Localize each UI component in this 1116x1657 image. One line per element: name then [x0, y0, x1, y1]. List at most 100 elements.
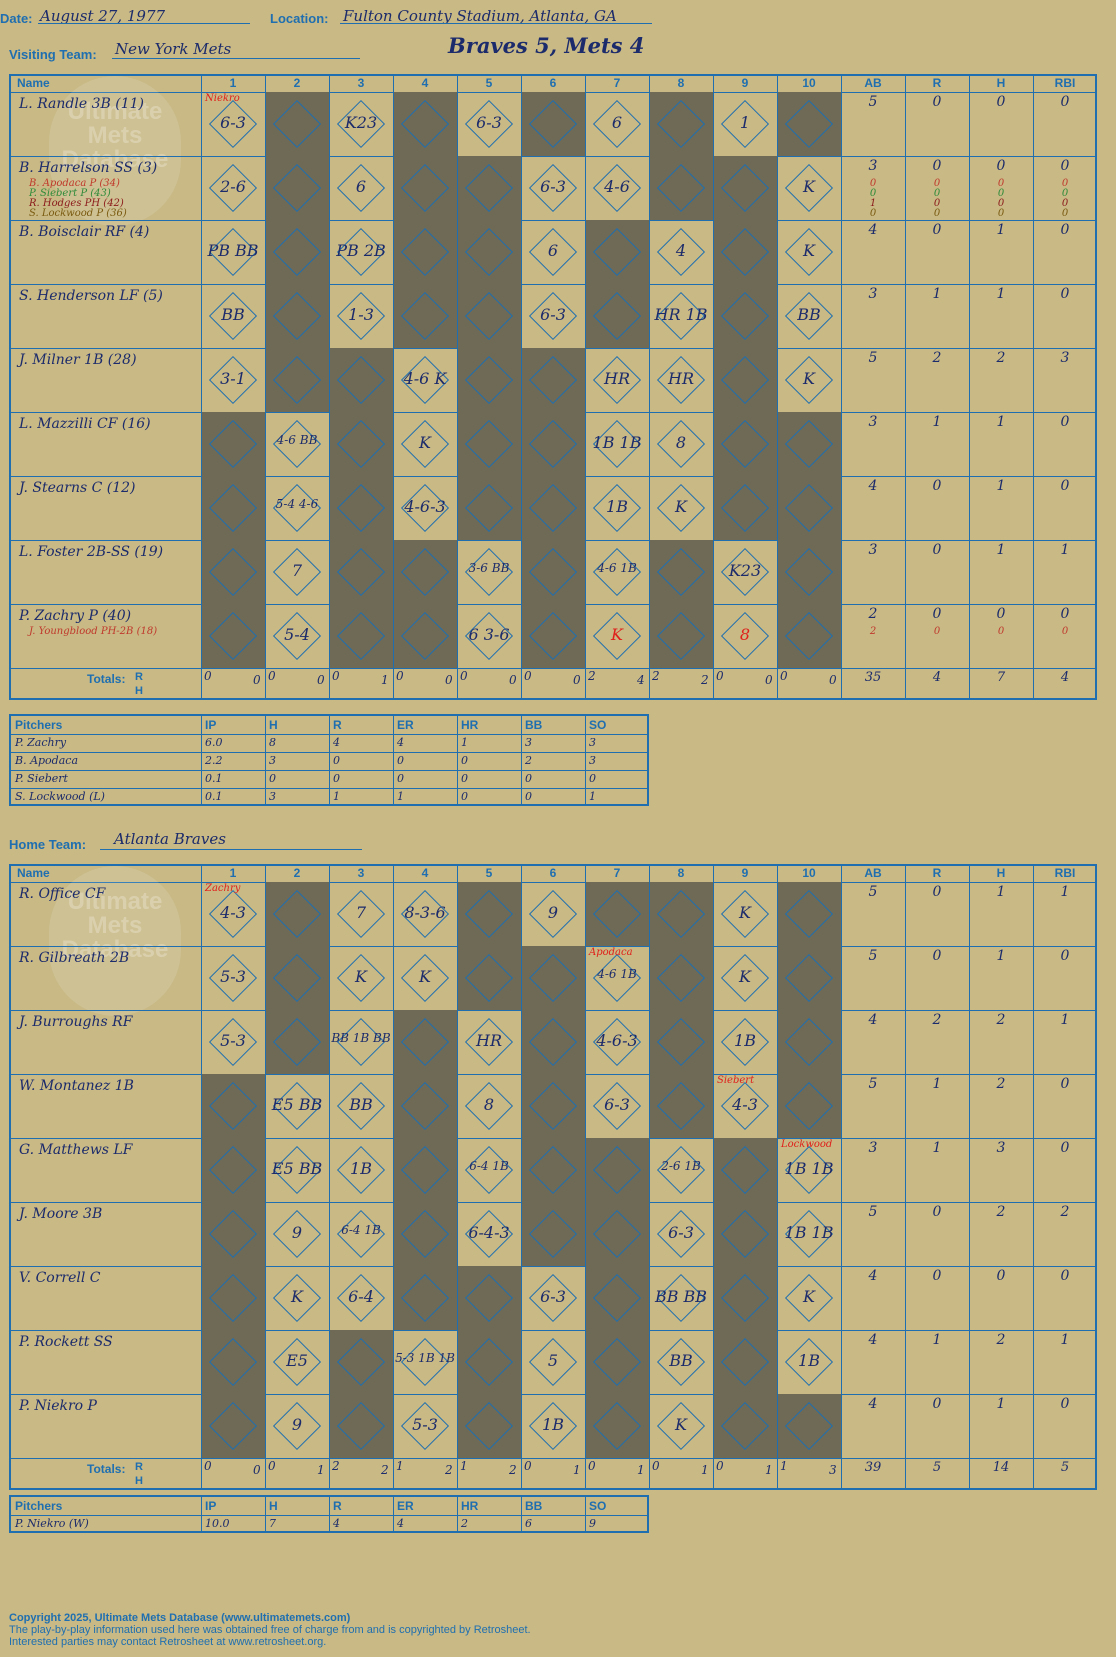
visitors-substitute-stat: 0 [997, 208, 1005, 219]
visitors-row-4-inning-1: BB [201, 284, 265, 348]
visitors-stat-h: 0 [996, 94, 1006, 110]
base-diamond-icon [784, 1401, 834, 1451]
home-stat-ab: 5 [868, 948, 878, 964]
base-diamond-icon [656, 889, 706, 939]
home-play: K [739, 903, 751, 922]
visitors-pitching-header: ER [397, 718, 414, 732]
base-diamond-icon [336, 483, 386, 533]
visitors-pitching-cell: 1 [333, 790, 340, 803]
visitors-play: K [803, 241, 815, 260]
visitors-row-2-inning-4 [393, 156, 457, 220]
visitors-player-name: B. Harrelson SS (3) [19, 160, 158, 176]
home-row-5-inning-8: 2-6 1B [649, 1138, 713, 1202]
visitors-row-9-inning-6 [521, 604, 585, 668]
visitors-substitute-stat: 0 [997, 198, 1005, 209]
base-diamond-icon [400, 1273, 450, 1323]
home-inning-runs: 0 [716, 1459, 724, 1473]
home-pitcher-change-note: Zachry [205, 883, 241, 894]
home-stat-ab: 4 [868, 1012, 878, 1028]
home-play: 7 [355, 903, 367, 922]
home-play: 4-3 [220, 903, 246, 922]
base-diamond-icon [336, 1401, 386, 1451]
home-pitching-cell: 7 [269, 1517, 276, 1530]
base-diamond-icon [400, 163, 450, 213]
visitors-column-rule [457, 76, 458, 698]
visitors-stat-ab: 3 [868, 414, 878, 430]
visitors-stat-r: 0 [932, 478, 942, 494]
home-row-5-inning-1 [201, 1138, 265, 1202]
visitors-play: 6-3 [540, 305, 566, 324]
home-col-header-10: 10 [802, 866, 816, 880]
visitors-player-name: L. Randle 3B (11) [19, 96, 144, 112]
visitors-row-9-inning-7: K [585, 604, 649, 668]
visitors-play: 4 [675, 241, 687, 260]
home-row-8-inning-1 [201, 1330, 265, 1394]
home-inning-hits: 1 [573, 1463, 581, 1477]
visitors-substitute-stat: 0 [1061, 188, 1069, 199]
home-player-name: P. Rockett SS [19, 1334, 113, 1350]
visitors-inning-hits: 0 [253, 673, 261, 687]
visitors-row-6-inning-4: K [393, 412, 457, 476]
home-row-2-inning-7: 4-6 1B Apodaca [585, 946, 649, 1010]
visitors-row-8-inning-4 [393, 540, 457, 604]
visitors-pitching-header: BB [525, 718, 543, 732]
visitors-pitching-cell: P. Siebert [15, 772, 68, 785]
visitors-play: HR [604, 369, 630, 388]
pitching-column-rule [521, 716, 522, 804]
visitors-stat-rbi: 0 [1060, 94, 1070, 110]
visitors-row-8-inning-6 [521, 540, 585, 604]
visitors-col-header-8: 8 [677, 76, 685, 90]
visitors-row-5-inning-2 [265, 348, 329, 412]
visitors-row-7-inning-5 [457, 476, 521, 540]
visitors-pitching-cell: 0.1 [205, 790, 223, 803]
home-row-1-inning-1: 4-3 Zachry [201, 882, 265, 946]
visitors-row-5-inning-5 [457, 348, 521, 412]
visitors-pitching-header: IP [205, 718, 217, 732]
pitching-column-rule [201, 1497, 202, 1531]
visitors-row-4-inning-5 [457, 284, 521, 348]
home-row-2-inning-4: K [393, 946, 457, 1010]
visitors-row-4-inning-3: 1-3 [329, 284, 393, 348]
home-column-rule [1033, 866, 1034, 1488]
visitors-stat-ab: 3 [868, 158, 878, 174]
visitors-pitching-cell: 0 [461, 772, 468, 785]
base-diamond-icon [272, 291, 322, 341]
home-stat-r: 1 [932, 1332, 942, 1348]
visitors-substitute-stat: 0 [933, 188, 941, 199]
home-player-name: J. Burroughs RF [19, 1014, 133, 1030]
visitors-row-3-inning-9 [713, 220, 777, 284]
home-column-rule [265, 866, 266, 1488]
visitors-row-rule [11, 284, 1097, 285]
visitors-row-7-inning-7: 1B [585, 476, 649, 540]
visitors-inning-hits: 0 [573, 673, 581, 687]
visitors-pitching-cell: 3 [269, 754, 276, 767]
visitors-stat-r: 0 [932, 606, 942, 622]
home-stat-r: 0 [932, 884, 942, 900]
visitors-play: 6-3 [220, 113, 246, 132]
visitors-row-6-inning-2: 4-6 BB [265, 412, 329, 476]
home-col-header-8: 8 [677, 866, 685, 880]
home-row-2-inning-10 [777, 946, 841, 1010]
home-row-1-inning-2 [265, 882, 329, 946]
visitors-play: 3-6 BB [468, 561, 510, 575]
visitors-stat-r: 2 [932, 350, 942, 366]
visitors-col-header-9: 9 [741, 76, 749, 90]
visitors-row-8-inning-7: 4-6 1B [585, 540, 649, 604]
visitors-col-header-1: 1 [229, 76, 237, 90]
base-diamond-icon [464, 291, 514, 341]
visitors-play: 4-6 K [403, 369, 447, 388]
visitors-inning-hits: 1 [381, 673, 389, 687]
home-row-7-inning-10: K [777, 1266, 841, 1330]
pitching-column-rule [585, 1497, 586, 1531]
visitors-row-1-inning-9: 1 [713, 92, 777, 156]
home-row-2-inning-2 [265, 946, 329, 1010]
visitors-row-6-inning-7: 1B 1B [585, 412, 649, 476]
base-diamond-icon [592, 1209, 642, 1259]
home-stat-ab: 4 [868, 1332, 878, 1348]
base-diamond-icon [336, 419, 386, 469]
home-stat-rbi: 1 [1060, 884, 1070, 900]
home-pitching-cell: 4 [397, 1517, 404, 1530]
pitching-column-rule [393, 1497, 394, 1531]
home-row-7-inning-9 [713, 1266, 777, 1330]
visitors-col-header-2: 2 [293, 76, 301, 90]
